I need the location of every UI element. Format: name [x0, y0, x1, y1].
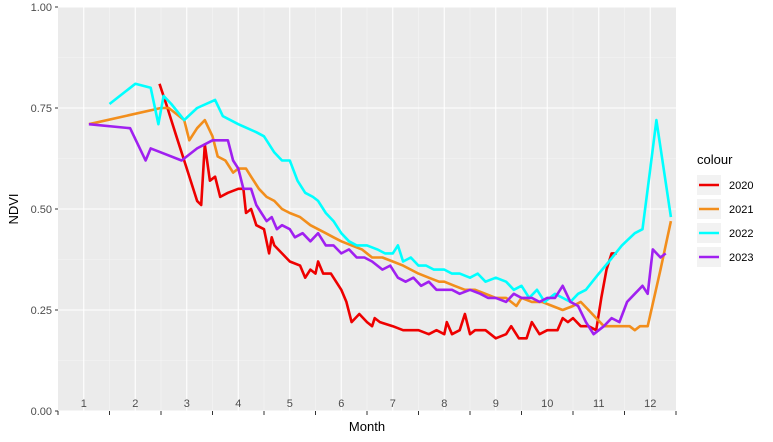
- y-tick-label: 0.25: [31, 305, 52, 317]
- y-tick-label: 0.50: [31, 204, 52, 216]
- x-tick-label: 12: [644, 398, 656, 410]
- series-line-2023: [88, 122, 667, 336]
- x-tick-label: 3: [184, 398, 190, 410]
- legend-label-2020: 2020: [729, 180, 753, 192]
- x-tick-label: 8: [441, 398, 447, 410]
- y-tick-label: 0.00: [31, 406, 52, 418]
- series-line-2021: [88, 106, 673, 332]
- x-tick-label: 5: [287, 398, 293, 410]
- legend-label-2022: 2022: [729, 228, 753, 240]
- x-tick-label: 10: [541, 398, 553, 410]
- x-tick-label: 6: [338, 398, 344, 410]
- y-axis-title: NDVI: [6, 193, 21, 224]
- legend-title: colour: [697, 152, 733, 167]
- series-line-2020: [158, 83, 617, 340]
- y-tick-label: 0.75: [31, 103, 52, 115]
- y-tick-label: 1.00: [31, 2, 52, 14]
- x-tick-label: 2: [132, 398, 138, 410]
- x-tick-label: 7: [390, 398, 396, 410]
- grid-lines: [58, 6, 676, 412]
- x-axis-title: Month: [349, 419, 385, 434]
- x-tick-label: 11: [593, 398, 604, 410]
- legend: colour 2020 2021 2022 2023: [697, 152, 753, 267]
- series-lines: [88, 82, 673, 340]
- legend-label-2021: 2021: [729, 204, 753, 216]
- axes: 0.000.250.500.751.001 2 3 4 5 6 7 8 9 10 11 12: [31, 2, 677, 418]
- x-tick-label: 4: [235, 398, 241, 410]
- x-tick-label: 1: [81, 398, 87, 410]
- legend-label-2023: 2023: [729, 252, 753, 264]
- x-tick-label: 9: [493, 398, 499, 410]
